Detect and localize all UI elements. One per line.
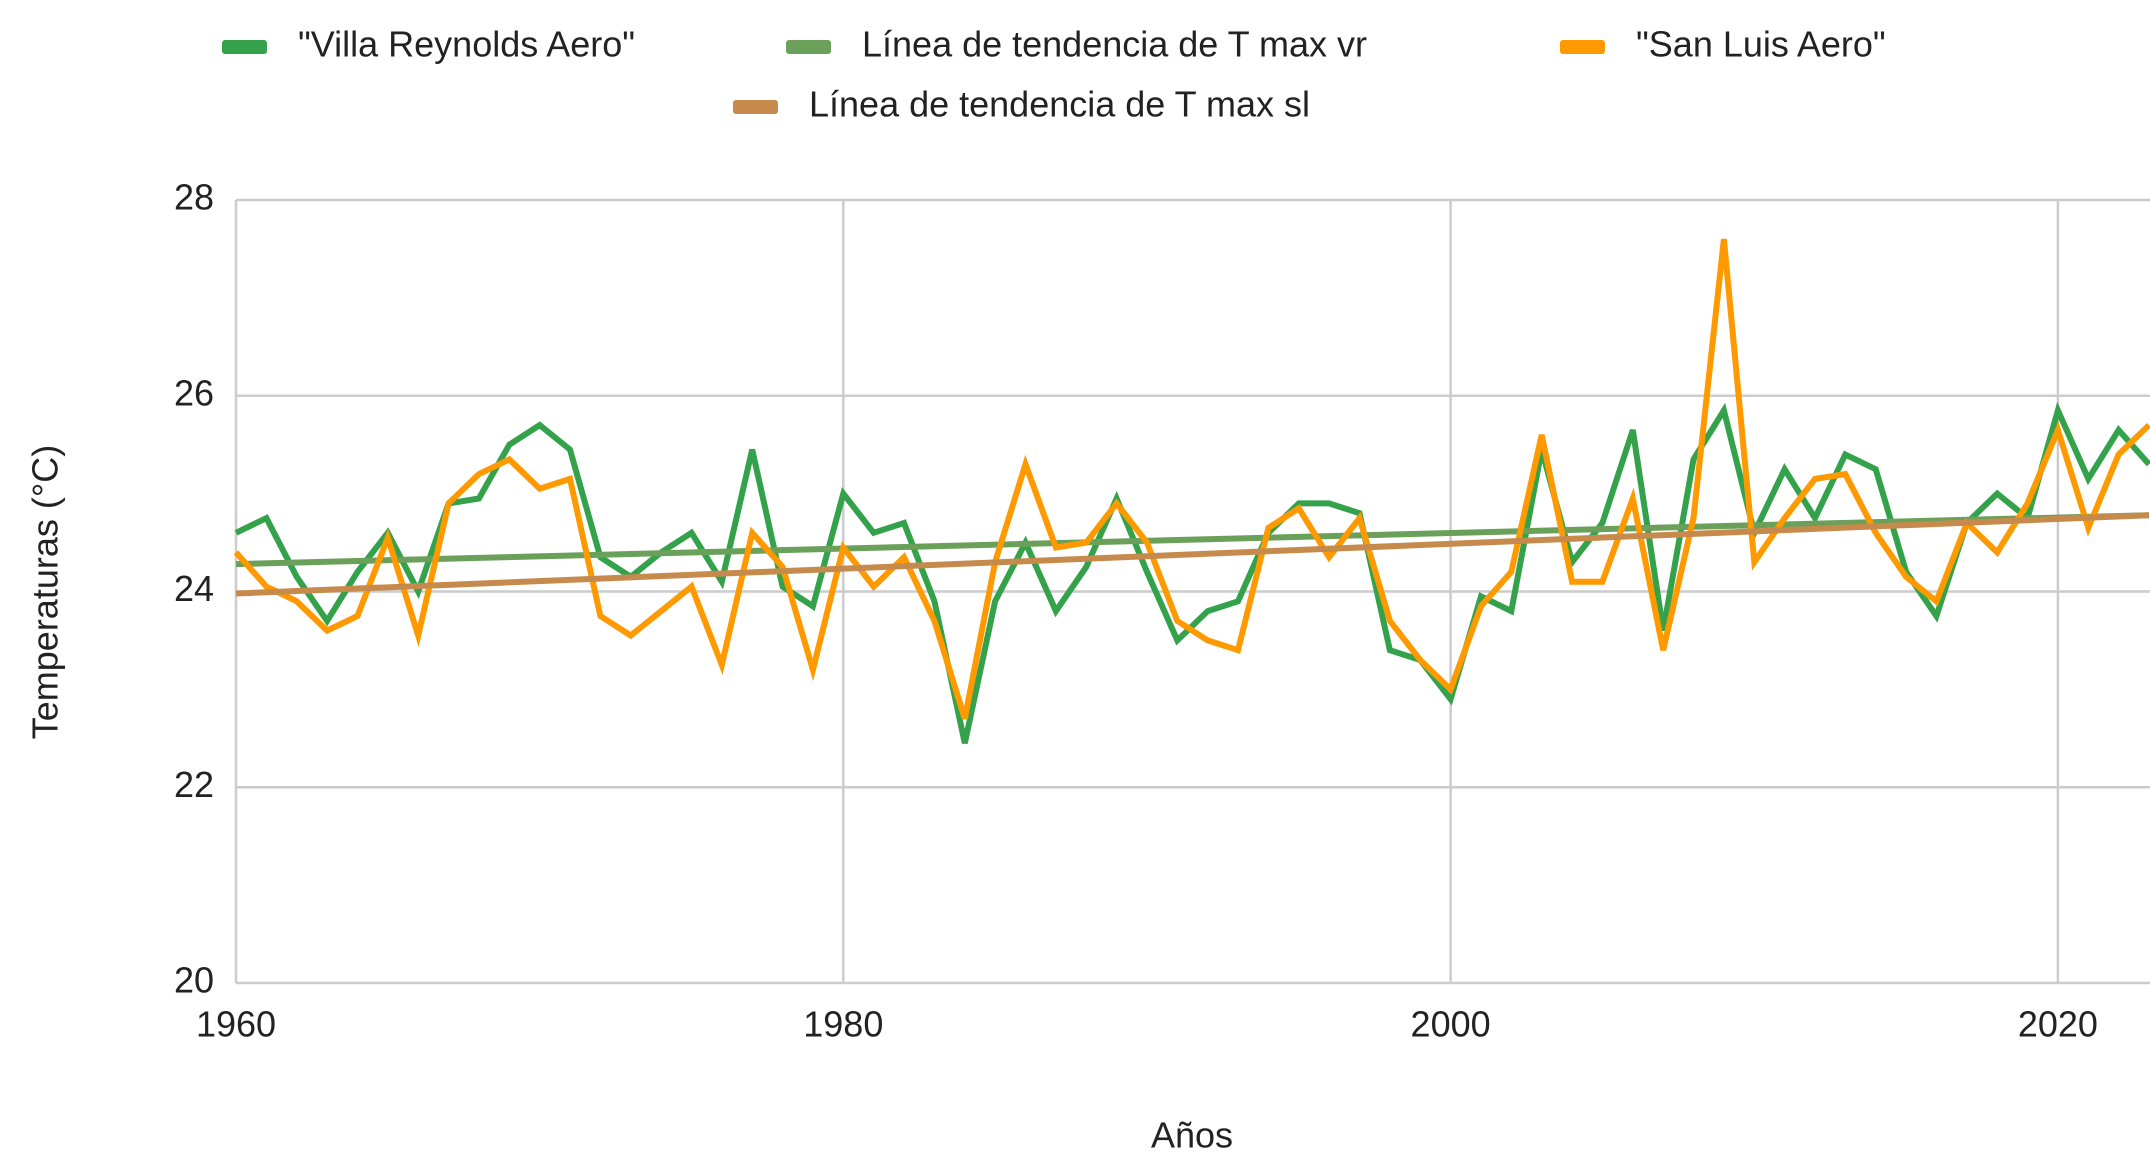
legend-label: Línea de tendencia de T max vr <box>862 24 1367 65</box>
labels: 20 22 24 26 28 1960 1980 2000 2020 "Villa Reynold… <box>174 24 2098 1045</box>
series-line <box>233 238 2150 720</box>
legend-label: Línea de tendencia de T max sl <box>809 84 1310 125</box>
x-axis-title: Años <box>1151 1115 1233 1156</box>
series-line <box>234 401 2150 744</box>
y-tick-label: 22 <box>174 764 214 805</box>
series-line <box>235 512 2150 568</box>
x-tick-label: 1960 <box>196 1004 276 1045</box>
legend-swatch <box>1560 40 1605 54</box>
x-tick-label: 1980 <box>803 1004 883 1045</box>
series-line <box>235 512 2150 597</box>
legend-swatch <box>222 40 267 54</box>
legend-label: "San Luis Aero" <box>1636 24 1886 65</box>
y-tick-label: 26 <box>174 372 214 413</box>
legend-swatch <box>733 100 778 114</box>
y-tick-label: 20 <box>174 960 214 1001</box>
plot-area <box>233 238 2150 744</box>
y-axis-title: Temperaturas (°C) <box>25 445 66 739</box>
y-tick-label: 24 <box>174 568 214 609</box>
y-tick-label: 28 <box>174 177 214 218</box>
x-tick-label: 2000 <box>1411 1004 1491 1045</box>
legend-swatch <box>786 40 831 54</box>
x-tick-label: 2020 <box>2018 1004 2098 1045</box>
grid <box>234 198 2150 985</box>
legend-label: "Villa Reynolds Aero" <box>298 24 635 65</box>
